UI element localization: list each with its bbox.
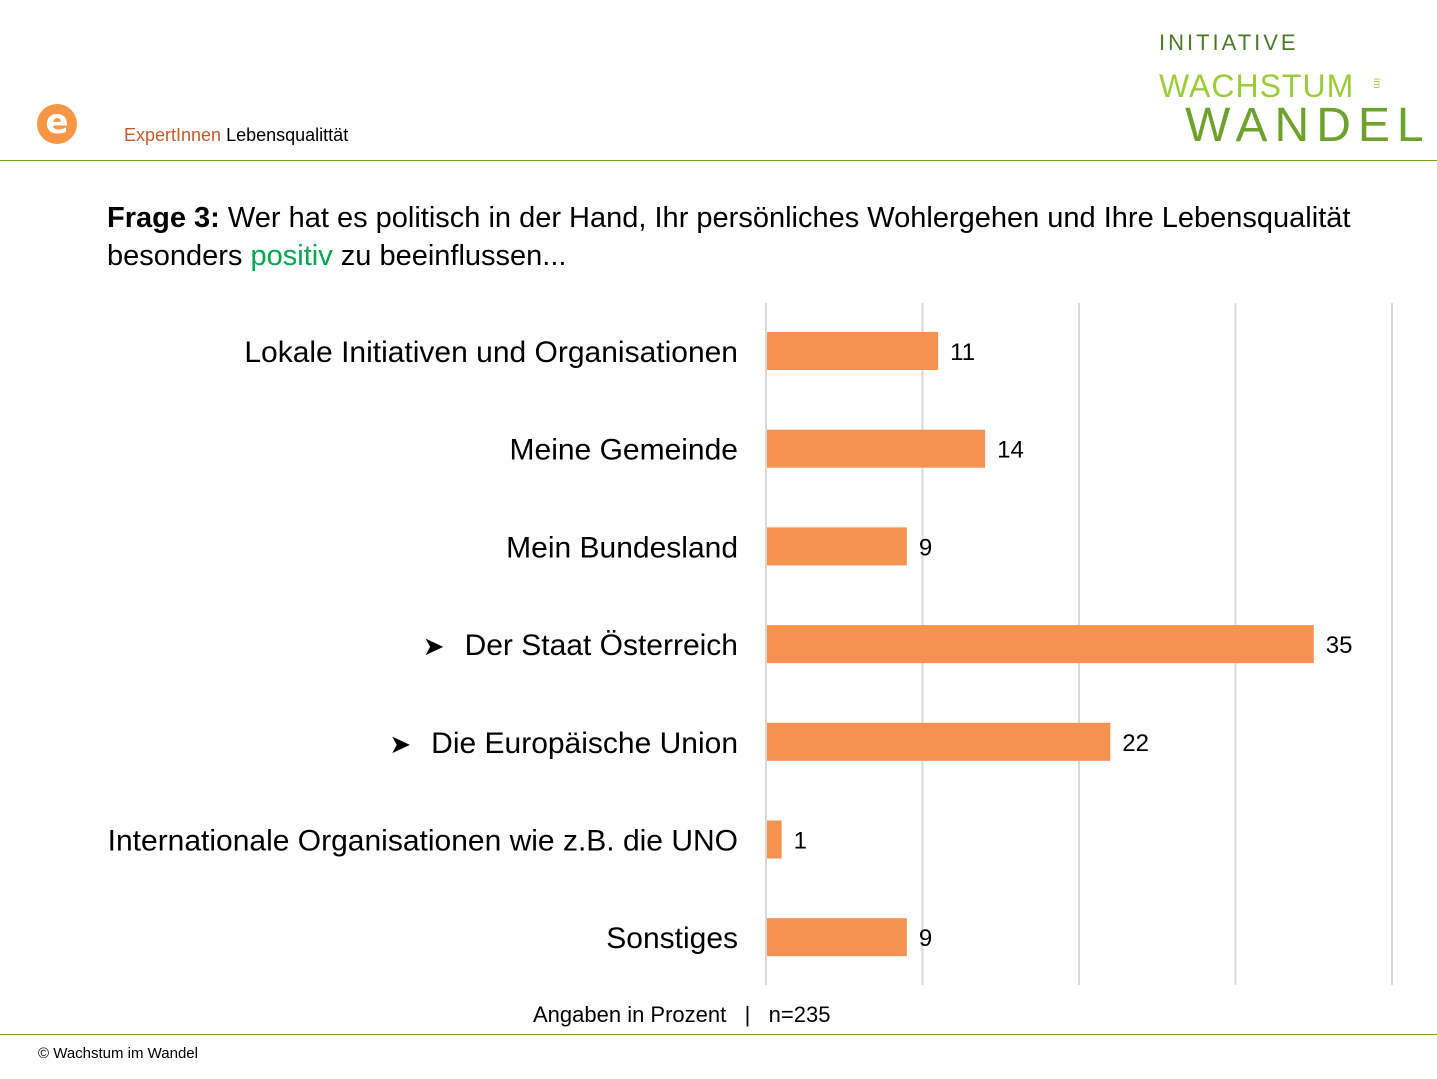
header-divider bbox=[0, 160, 1437, 161]
question-highlight: positiv bbox=[250, 240, 333, 272]
category-label-6: Sonstiges bbox=[606, 922, 738, 955]
category-label-1: Meine Gemeinde bbox=[510, 434, 738, 467]
bar-2 bbox=[767, 527, 907, 566]
bar-1 bbox=[767, 429, 986, 468]
bar-value-label-1: 14 bbox=[997, 437, 1024, 464]
highlight-arrow-icon-3: ➤ bbox=[423, 632, 445, 662]
question-text: Frage 3: Wer hat es politisch in der Han… bbox=[107, 199, 1357, 275]
header-label-accent: ExpertInnen bbox=[124, 125, 222, 145]
highlight-arrow-icon-4: ➤ bbox=[389, 730, 411, 760]
bar-6 bbox=[767, 918, 907, 957]
brand-line-im: im bbox=[1371, 78, 1382, 89]
bar-5 bbox=[767, 820, 782, 859]
category-label-4: Die Europäische Union bbox=[431, 727, 738, 760]
bar-3 bbox=[767, 625, 1314, 664]
bar-value-label-5: 1 bbox=[794, 828, 807, 855]
brand-line-wachstum: WACHSTUM bbox=[1159, 68, 1355, 104]
bar-value-label-6: 9 bbox=[919, 925, 932, 952]
category-label-5: Internationale Organisationen wie z.B. d… bbox=[108, 825, 738, 858]
footer-divider bbox=[0, 1034, 1437, 1035]
category-label-0: Lokale Initiativen und Organisationen bbox=[244, 336, 738, 369]
bar-4 bbox=[767, 722, 1111, 761]
question-end: zu beeinflussen... bbox=[332, 240, 567, 272]
brand-line-initiative: INITIATIVE bbox=[1159, 30, 1299, 55]
question-body: Wer hat es politisch in der Hand, Ihr pe… bbox=[107, 202, 1351, 272]
copyright: © Wachstum im Wandel bbox=[38, 1045, 198, 1062]
category-label-3: Der Staat Österreich bbox=[465, 629, 738, 662]
header-label-rest: Lebensqualittät bbox=[226, 125, 349, 145]
bar-value-label-0: 11 bbox=[950, 339, 975, 366]
question-number: Frage 3: bbox=[107, 202, 220, 234]
brand-line-wandel: WANDEL bbox=[1185, 99, 1431, 152]
bar-value-label-4: 22 bbox=[1122, 730, 1149, 757]
bar-0 bbox=[767, 332, 939, 370]
chart-footnote: Angaben in Prozent | n=235 bbox=[533, 1002, 831, 1027]
header-label: ExpertInnen Lebensqualittät bbox=[124, 125, 348, 146]
bar-value-label-2: 9 bbox=[919, 534, 932, 561]
bar-value-label-3: 35 bbox=[1326, 632, 1353, 659]
category-label-2: Mein Bundesland bbox=[506, 531, 738, 564]
logo-e-icon: e bbox=[37, 104, 77, 144]
